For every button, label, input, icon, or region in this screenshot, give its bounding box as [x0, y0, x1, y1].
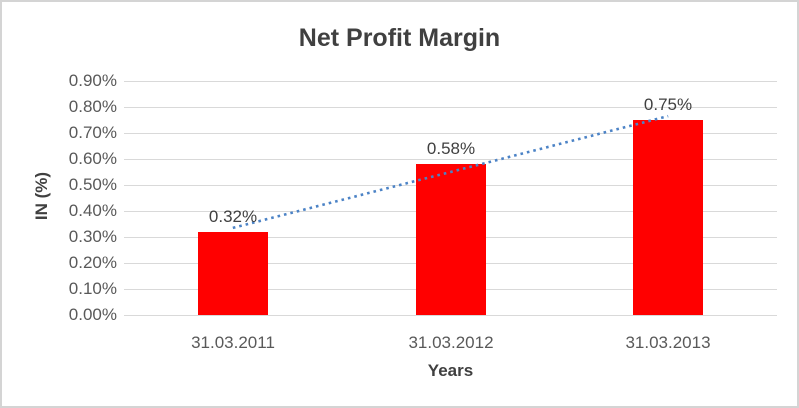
y-tick-label: 0.40% — [68, 201, 117, 220]
bar — [633, 120, 703, 315]
y-axis-title: IN (%) — [32, 171, 51, 221]
y-tick-label: 0.30% — [68, 227, 117, 246]
y-tick-label: 0.90% — [68, 71, 117, 90]
x-tick-label: 31.03.2013 — [625, 333, 711, 352]
bar-data-label: 0.32% — [208, 207, 258, 226]
bar-data-label: 0.75% — [643, 95, 693, 114]
y-tick-label: 0.10% — [68, 279, 117, 298]
bar — [198, 232, 268, 315]
gridline — [124, 107, 777, 108]
y-tick-label: 0.50% — [68, 175, 117, 194]
x-tick-label: 31.03.2011 — [191, 333, 275, 352]
gridline — [124, 81, 777, 82]
plot-area — [124, 81, 777, 316]
y-tick-label: 0.60% — [68, 149, 117, 168]
x-tick-label: 31.03.2012 — [408, 333, 494, 352]
bar — [416, 164, 486, 315]
gridline — [124, 315, 777, 316]
bar-data-label: 0.58% — [426, 139, 476, 158]
y-tick-label: 0.20% — [68, 253, 117, 272]
chart-title: Net Profit Margin — [298, 24, 501, 52]
y-tick-label: 0.80% — [68, 97, 117, 116]
y-tick-label: 0.70% — [68, 123, 117, 142]
x-axis-title: Years — [427, 361, 474, 380]
y-tick-label: 0.00% — [68, 305, 117, 324]
